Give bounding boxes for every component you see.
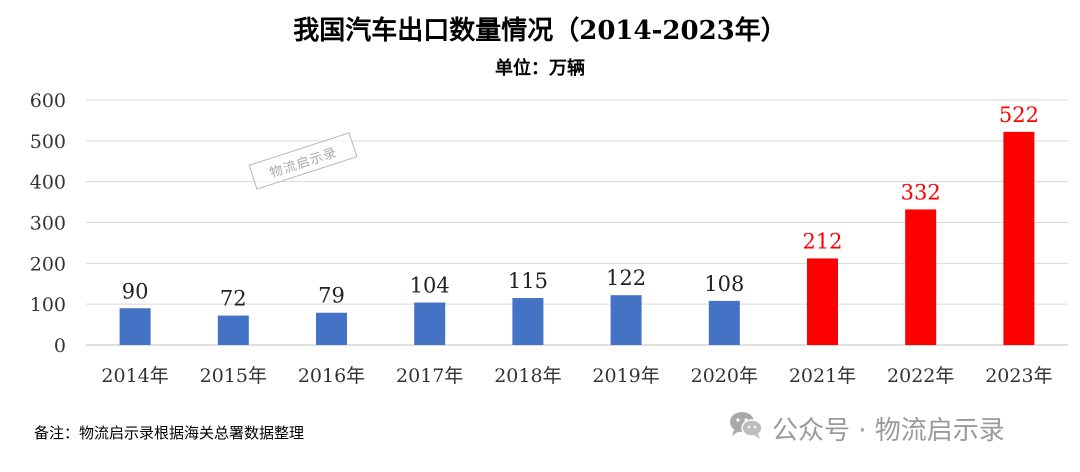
source-note: 备注：物流启示录根据海关总署数据整理 — [34, 424, 305, 442]
data-label: 115 — [508, 269, 548, 293]
data-label: 104 — [410, 274, 450, 298]
x-tick-label: 2018年 — [494, 365, 561, 387]
bar — [512, 298, 544, 345]
data-label: 122 — [606, 266, 646, 290]
bar — [807, 258, 838, 345]
x-tick-label: 2017年 — [396, 365, 463, 387]
x-tick-label: 2016年 — [298, 365, 365, 387]
bar — [316, 312, 347, 345]
data-label: 90 — [122, 279, 149, 303]
data-label: 332 — [901, 180, 941, 204]
x-tick-label: 2015年 — [200, 365, 267, 387]
y-tick-label: 600 — [30, 90, 66, 112]
x-tick-label: 2019年 — [592, 365, 659, 387]
bar — [217, 315, 249, 345]
y-tick-label: 300 — [30, 213, 66, 235]
data-label: 522 — [999, 103, 1039, 127]
data-label: 79 — [318, 284, 345, 308]
data-label: 212 — [802, 229, 842, 253]
data-label: 108 — [704, 272, 744, 296]
chart-title: 我国汽车出口数量情况（2014-2023年） — [293, 16, 787, 46]
y-tick-label: 200 — [30, 253, 66, 275]
brand-text: 公众号 · 物流启示录 — [772, 416, 1005, 446]
bar — [119, 308, 151, 345]
y-tick-label: 500 — [30, 131, 66, 153]
bar — [905, 209, 937, 345]
y-tick-label: 100 — [30, 294, 66, 316]
brand-watermark: 公众号 · 物流启示录 — [728, 410, 1005, 447]
bar — [414, 302, 446, 345]
y-tick-label: 0 — [54, 335, 66, 357]
x-tick-label: 2023年 — [985, 365, 1052, 387]
wechat-icon — [728, 410, 764, 447]
chart-subtitle: 单位：万辆 — [495, 58, 585, 79]
x-tick-label: 2022年 — [887, 365, 954, 387]
data-label: 72 — [220, 287, 247, 311]
bar — [1003, 131, 1035, 345]
x-tick-label: 2020年 — [691, 365, 758, 387]
y-tick-label: 400 — [30, 172, 66, 194]
x-tick-label: 2021年 — [789, 365, 856, 387]
bar — [610, 295, 642, 345]
x-tick-label: 2014年 — [101, 365, 168, 387]
bar — [708, 300, 740, 345]
